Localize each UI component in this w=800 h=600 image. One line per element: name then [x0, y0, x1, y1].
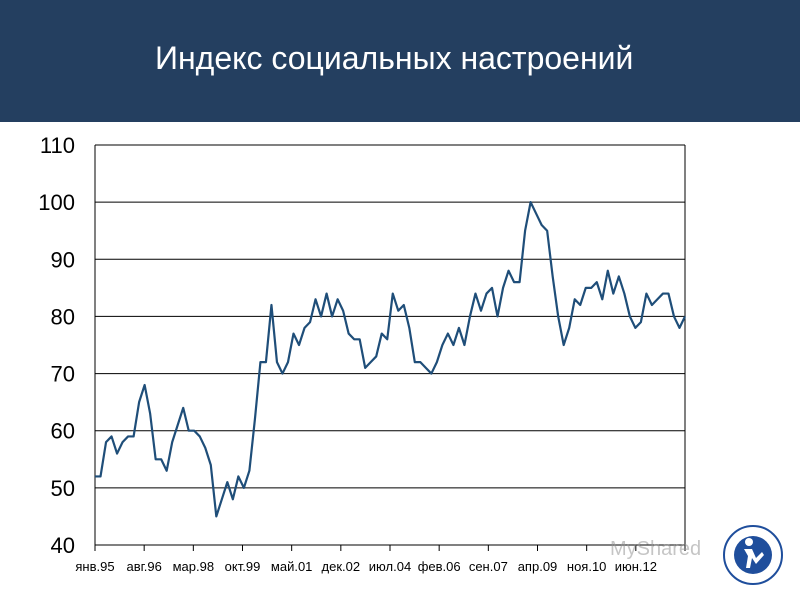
- y-tick-label: 90: [51, 247, 75, 272]
- x-tick-label: июл.04: [369, 559, 411, 574]
- y-tick-label: 110: [40, 133, 75, 158]
- y-tick-label: 70: [51, 362, 75, 387]
- y-tick-label: 60: [51, 419, 75, 444]
- organization-logo-icon: [723, 525, 783, 585]
- x-tick-label: дек.02: [322, 559, 361, 574]
- x-tick-label: окт.99: [225, 559, 261, 574]
- y-tick-label: 50: [51, 476, 75, 501]
- x-tick-label: май.01: [271, 559, 313, 574]
- x-tick-label: фев.06: [418, 559, 461, 574]
- y-tick-label: 100: [38, 190, 75, 215]
- y-axis-ticks: 40 50 60 70 80 90 100 110: [38, 133, 75, 558]
- title-bar: Индекс социальных настроений: [0, 0, 800, 122]
- x-tick-label: ноя.10: [567, 559, 607, 574]
- slide-title: Индекс социальных настроений: [155, 40, 634, 76]
- grid-lines: [94, 144, 686, 551]
- x-tick-label: янв.95: [75, 559, 114, 574]
- series-line-0: [95, 201, 686, 518]
- x-axis-ticks: янв.95 авг.96 мар.98 окт.99 май.01 дек.02 июл.…: [75, 559, 657, 574]
- x-tick-label: авг.96: [126, 559, 161, 574]
- y-tick-label: 80: [51, 304, 75, 329]
- y-tick-label: 40: [51, 533, 75, 558]
- watermark-text: MyShared: [610, 538, 702, 560]
- x-tick-label: июн.12: [615, 559, 657, 574]
- x-tick-label: сен.07: [469, 559, 508, 574]
- x-tick-label: мар.98: [173, 559, 214, 574]
- x-tick-label: апр.09: [518, 559, 558, 574]
- series-group: [95, 201, 686, 518]
